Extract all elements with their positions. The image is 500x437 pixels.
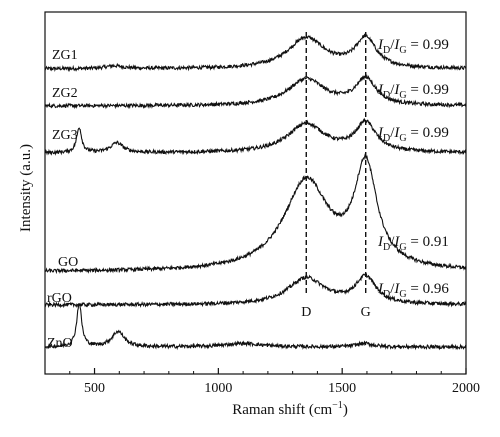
- plot-frame: [44, 11, 467, 375]
- ratio-label-ZG3: ID/IG = 0.99: [377, 125, 449, 144]
- x-tick-label: 1000: [204, 381, 232, 396]
- x-tick-label: 500: [84, 381, 105, 396]
- ratio-label-ZG2: ID/IG = 0.99: [377, 82, 449, 101]
- curve-label-ZG1: ZG1: [52, 48, 78, 63]
- x-tick-label: 1500: [328, 381, 356, 396]
- spectra-curves: [44, 33, 467, 351]
- curve-label-ZnO: ZnO: [47, 336, 73, 351]
- ratio-label-rGO: ID/IG = 0.96: [377, 281, 449, 300]
- curve-labels: ZG1 ZG2 ZG3 GO rGO ZnO: [47, 48, 78, 351]
- spectrum-ZG1: [44, 33, 467, 73]
- spectrum-ZG3: [44, 117, 467, 156]
- spectrum-GO: [44, 153, 467, 275]
- x-axis-title: Raman shift (cm−1): [232, 400, 348, 418]
- spectrum-ZnO: [44, 302, 467, 351]
- curve-label-ZG3: ZG3: [52, 128, 78, 143]
- ratio-label-ZG1: ID/IG = 0.99: [377, 37, 449, 56]
- plot-border: [44, 11, 467, 375]
- x-axis: 500 1000 1500 2000: [44, 368, 480, 396]
- spectrum-ZG2: [44, 74, 467, 110]
- ratio-labels: ID/IG = 0.99 ID/IG = 0.99 ID/IG = 0.99 ID/I…: [377, 37, 449, 300]
- curve-label-GO: GO: [58, 255, 78, 270]
- curve-label-ZG2: ZG2: [52, 86, 78, 101]
- curve-label-rGO: rGO: [47, 291, 72, 306]
- y-axis-title: Intensity (a.u.): [18, 144, 34, 232]
- reference-label-D: D: [301, 305, 311, 320]
- reference-label-G: G: [361, 305, 371, 320]
- ratio-label-GO: ID/IG = 0.91: [377, 234, 449, 253]
- x-tick-label: 2000: [452, 381, 480, 396]
- spectrum-rGO: [44, 273, 467, 309]
